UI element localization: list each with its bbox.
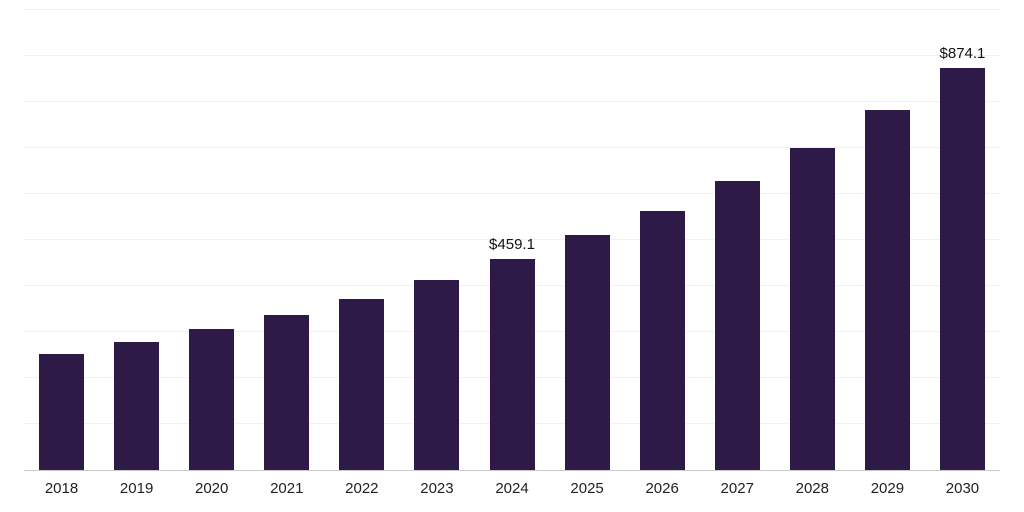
bar-column-2028 (775, 10, 850, 470)
bar-2021 (264, 314, 310, 470)
x-axis-labels: 2018 2019 2020 2021 2022 2023 2024 2025 2026 2027… (24, 480, 1000, 497)
bar-column-2029 (850, 10, 925, 470)
bar-2024: $459.1 (489, 236, 535, 470)
bar-2023 (414, 280, 460, 470)
bar-column-2023 (399, 10, 474, 470)
x-tick-2023: 2023 (420, 480, 454, 497)
bar-column-2025 (550, 10, 625, 470)
bar-column-2030: $874.1 (925, 10, 1000, 470)
x-tick-2029: 2029 (870, 480, 905, 497)
bar-value-label-2030: $874.1 (939, 44, 986, 62)
bar-column-2021 (249, 10, 324, 470)
bar-2025 (564, 235, 610, 470)
gridline-1000 (24, 9, 1000, 10)
x-tick-2024: 2024 (495, 480, 529, 497)
x-tick-2026: 2026 (645, 480, 679, 497)
x-tick-2025: 2025 (570, 480, 604, 497)
bar-column-2022 (324, 10, 399, 470)
bar-2028 (789, 148, 835, 470)
x-tick-2028: 2028 (795, 480, 829, 497)
bars-container: $459.1 $874.1 (24, 10, 1000, 470)
bar-column-2019 (99, 10, 174, 470)
bar-2022 (339, 299, 385, 470)
bar-column-2018 (24, 10, 99, 470)
bar-2020 (189, 329, 235, 470)
gridline-500 (24, 239, 1000, 240)
bar-column-2027 (700, 10, 775, 470)
bar-2019 (114, 342, 160, 470)
bar-column-2020 (174, 10, 249, 470)
x-tick-2030: 2030 (945, 480, 980, 497)
plot-area: $459.1 $874.1 (24, 9, 1000, 471)
x-tick-2020: 2020 (195, 480, 229, 497)
x-tick-2022: 2022 (345, 480, 379, 497)
x-tick-2018: 2018 (44, 480, 79, 497)
x-tick-2019: 2019 (119, 480, 154, 497)
bar-column-2026 (625, 10, 700, 470)
gridline-700 (24, 147, 1000, 148)
gridline-600 (24, 193, 1000, 194)
bar-2026 (639, 211, 685, 470)
bar-column-2024: $459.1 (474, 10, 549, 470)
gridline-800 (24, 101, 1000, 102)
bar-value-label-2024: $459.1 (489, 235, 535, 253)
x-tick-2021: 2021 (270, 480, 304, 497)
gridline-900 (24, 55, 1000, 56)
bar-2018 (39, 353, 85, 470)
bar-2030: $874.1 (940, 45, 985, 470)
bar-2029 (864, 110, 910, 470)
x-tick-2027: 2027 (720, 480, 754, 497)
bar-2027 (714, 181, 760, 470)
